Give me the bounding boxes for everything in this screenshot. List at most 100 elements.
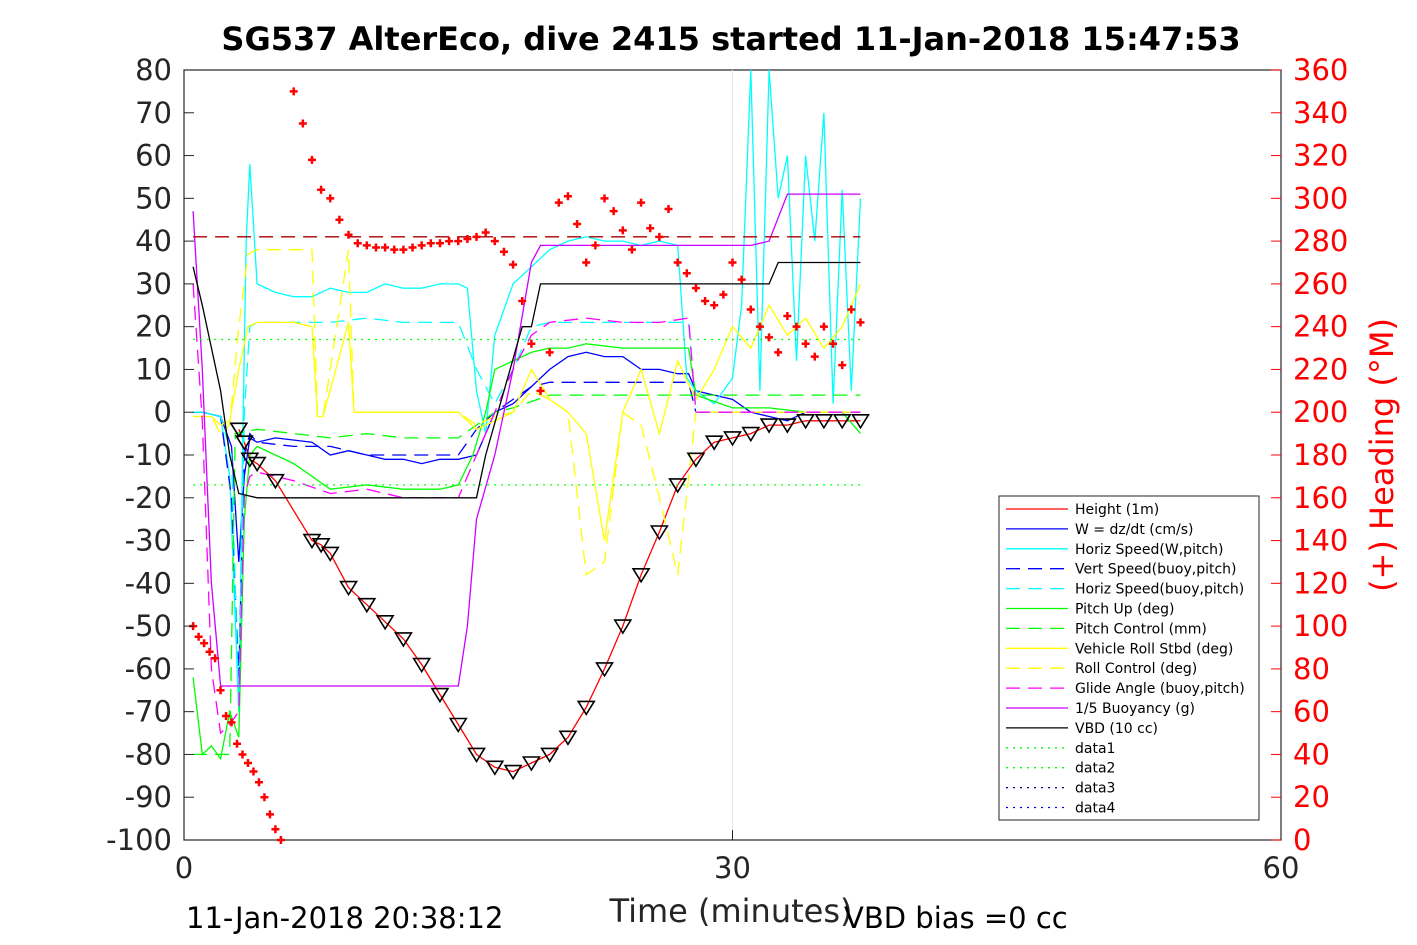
series-line-8 (193, 249, 861, 576)
height-marker-32 (777, 418, 797, 434)
right-tick-label-15: 60 (1293, 695, 1330, 729)
legend-label-10: 1/5 Buoyancy (g) (1075, 701, 1195, 717)
height-marker-26 (668, 478, 688, 494)
heading-point-64 (710, 301, 719, 310)
heading-point-26 (362, 241, 371, 250)
right-tick-label-2: 320 (1293, 139, 1348, 173)
legend-box (998, 495, 1260, 821)
legend-label-13: data2 (1075, 761, 1115, 777)
series-line-1 (193, 351, 861, 562)
heading-point-25 (353, 239, 362, 248)
heading-point-59 (664, 205, 673, 214)
heading-point-22 (326, 194, 335, 203)
height-marker-2 (240, 452, 260, 468)
left-tick-label-6: 20 (135, 310, 172, 344)
series-line-9 (192, 283, 861, 735)
heading-point-2 (200, 639, 209, 648)
left-tick-label-8: 0 (154, 395, 172, 429)
heading-point-73 (792, 322, 801, 331)
height-marker-1 (234, 435, 254, 451)
height-marker-31 (759, 418, 779, 434)
heading-point-55 (627, 245, 636, 254)
left-tick-label-9: -10 (125, 438, 172, 472)
left-tick-label-4: 40 (135, 224, 172, 258)
height-marker-11 (393, 632, 413, 648)
legend-label-14: data3 (1075, 781, 1115, 797)
legend-label-5: Pitch Up (deg) (1075, 602, 1174, 618)
left-tick-label-5: 30 (135, 267, 172, 301)
right-tick-label-13: 100 (1293, 609, 1348, 643)
heading-point-38 (472, 232, 481, 241)
left-tick-label-2: 60 (135, 139, 172, 173)
heading-point-52 (600, 194, 609, 203)
heading-point-62 (691, 284, 700, 293)
heading-point-21 (317, 185, 326, 194)
left-tick-label-10: -20 (125, 481, 172, 515)
left-axis: 80 70 60 50 40 30 20 10 0 -10 -20 -30 -40 -50 -60 -70 -8… (106, 53, 194, 857)
heading-point-74 (801, 339, 810, 348)
heading-point-4 (211, 654, 220, 663)
heading-point-48 (563, 192, 572, 201)
heading-point-20 (307, 155, 316, 164)
right-tick-label-3: 300 (1293, 181, 1348, 215)
heading-point-44 (527, 339, 536, 348)
series-line-10 (192, 193, 861, 687)
right-tick-label-14: 80 (1293, 652, 1330, 686)
heading-point-47 (554, 198, 563, 207)
series-line-2 (193, 69, 862, 712)
legend-label-11: VBD (10 cc) (1075, 721, 1158, 737)
heading-point-69 (755, 322, 764, 331)
heading-point-61 (682, 269, 691, 278)
right-tick-label-7: 220 (1293, 352, 1348, 386)
heading-point-60 (673, 258, 682, 267)
heading-point-50 (582, 258, 591, 267)
x-axis: 0 30 60 (175, 830, 1299, 885)
legend: Height (1m) W = dz/dt (cm/s) Horiz Speed(W… (998, 495, 1260, 821)
right-tick-label-17: 20 (1293, 780, 1330, 814)
height-marker-6 (311, 538, 331, 554)
legend-label-7: Vehicle Roll Stbd (deg) (1075, 641, 1233, 657)
heading-point-31 (408, 243, 417, 252)
heading-point-76 (819, 322, 828, 331)
right-tick-label-4: 280 (1293, 224, 1348, 258)
markers-layer (189, 87, 870, 844)
height-marker-9 (357, 597, 377, 614)
heading-point-42 (509, 260, 518, 269)
height-marker-0 (229, 422, 249, 438)
heading-point-40 (490, 237, 499, 246)
height-marker-3 (247, 456, 267, 473)
left-tick-label-7: 10 (135, 352, 172, 386)
heading-point-65 (719, 290, 728, 299)
heading-point-45 (536, 386, 545, 395)
heading-point-77 (829, 339, 838, 348)
right-tick-label-12: 120 (1293, 566, 1348, 600)
x-tick-label-0: 0 (175, 851, 193, 885)
height-marker-20 (558, 730, 578, 746)
height-marker-10 (375, 615, 395, 631)
heading-point-5 (216, 686, 225, 695)
series-line-11 (192, 261, 861, 499)
heading-point-57 (646, 224, 655, 233)
right-tick-label-8: 200 (1293, 395, 1348, 429)
height-marker-18 (521, 756, 541, 772)
height-marker-14 (448, 717, 468, 734)
left-tick-label-12: -40 (125, 566, 172, 600)
heading-point-68 (746, 305, 755, 314)
height-marker-27 (686, 452, 706, 468)
heading-point-23 (335, 215, 344, 224)
legend-label-3: Vert Speed(buoy,pitch) (1075, 562, 1237, 578)
heading-point-8 (233, 739, 242, 748)
heading-point-7 (227, 718, 236, 727)
legend-label-6: Pitch Control (mm) (1075, 621, 1207, 637)
height-marker-4 (265, 473, 285, 490)
heading-point-66 (728, 258, 737, 267)
heading-point-11 (249, 767, 258, 776)
height-marker-28 (704, 435, 724, 451)
heading-point-30 (399, 245, 408, 254)
left-tick-label-15: -70 (125, 695, 172, 729)
right-tick-label-5: 260 (1293, 267, 1348, 301)
height-marker-7 (320, 546, 340, 562)
left-tick-label-0: 80 (135, 53, 172, 87)
right-tick-label-18: 0 (1293, 823, 1311, 857)
heading-point-10 (243, 759, 252, 767)
